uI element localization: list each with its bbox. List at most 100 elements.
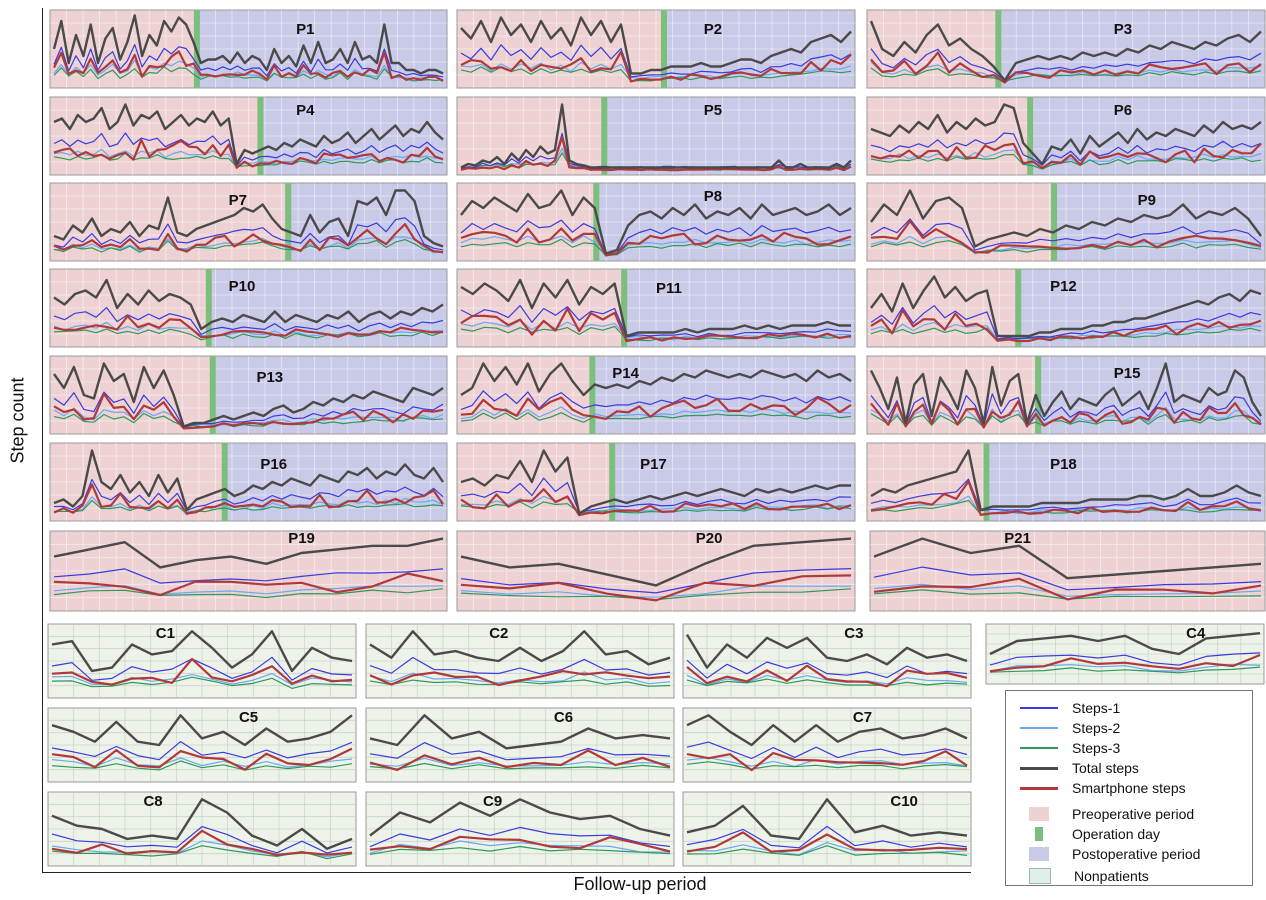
total-steps-line — [460, 16, 852, 75]
legend-swatch — [1020, 707, 1058, 709]
legend-item-smartphone: Smartphone steps — [1020, 779, 1186, 797]
smartphone-steps-line — [51, 657, 353, 686]
steps-1-line — [686, 741, 968, 760]
smartphone-steps-line — [460, 307, 852, 343]
steps-2-line — [460, 235, 852, 257]
steps-1-line — [870, 132, 1262, 166]
panel-p9: P9 — [866, 182, 1266, 262]
panel-p6: P6 — [866, 96, 1266, 176]
total-steps-line — [460, 362, 852, 397]
steps-1-line — [460, 390, 852, 410]
steps-1-line — [870, 478, 1262, 512]
smartphone-steps-line — [53, 572, 444, 597]
panel-label: P15 — [1114, 365, 1141, 382]
steps-2-line — [53, 496, 444, 516]
legend-swatch — [1020, 747, 1058, 749]
legend-item-steps1: Steps-1 — [1020, 699, 1120, 717]
legend-swatch — [1020, 766, 1058, 770]
steps-3-line — [369, 762, 671, 770]
total-steps-line — [873, 537, 1262, 580]
operation-day-band — [983, 443, 990, 521]
panel-label: P5 — [704, 102, 722, 119]
steps-1-line — [369, 741, 671, 761]
panel-grid — [366, 792, 674, 866]
panel-p14: P14 — [456, 355, 856, 435]
legend-item-steps3: Steps-3 — [1020, 739, 1120, 757]
steps-1-line — [53, 478, 444, 512]
total-steps-line — [53, 278, 444, 331]
panel-grid — [50, 269, 447, 347]
legend-label: Smartphone steps — [1072, 780, 1186, 796]
steps-3-line — [686, 761, 968, 770]
panel-c9: C9 — [365, 791, 675, 867]
panel-c10: C10 — [682, 791, 972, 867]
legend-item-postop: Postoperative period — [1020, 845, 1200, 863]
total-steps-line — [460, 537, 852, 587]
legend-item-preop: Preoperative period — [1020, 805, 1194, 823]
panel-grid — [48, 708, 356, 782]
panel-p11: P11 — [456, 268, 856, 348]
steps-1-line — [686, 825, 968, 849]
panel-label: P6 — [1114, 102, 1132, 119]
steps-1-line — [989, 652, 1261, 666]
panel-p1: P1 — [49, 9, 448, 89]
steps-3-line — [53, 152, 444, 168]
panel-c1: C1 — [47, 623, 357, 699]
smartphone-steps-line — [51, 747, 353, 771]
steps-3-line — [53, 66, 444, 82]
panel-label: C7 — [853, 709, 872, 726]
steps-1-line — [53, 132, 444, 167]
panel-label: P1 — [296, 21, 314, 38]
steps-1-line — [870, 48, 1262, 81]
legend-label: Operation day — [1072, 826, 1160, 842]
smartphone-steps-line — [870, 51, 1262, 84]
steps-3-line — [870, 413, 1262, 428]
panel-label: P19 — [288, 530, 315, 547]
total-steps-line — [686, 798, 968, 841]
smartphone-steps-line — [53, 223, 444, 254]
x-axis-label: Follow-up period — [573, 874, 707, 894]
smartphone-steps-line — [53, 392, 444, 430]
operation-day-band — [1027, 97, 1034, 175]
legend-item-operation: Operation day — [1020, 825, 1160, 843]
panel-label: P14 — [612, 365, 639, 382]
panel-c8: C8 — [47, 791, 357, 867]
steps-1-line — [369, 656, 671, 676]
steps-2-line — [870, 149, 1262, 169]
steps-3-line — [989, 666, 1261, 674]
steps-3-line — [460, 501, 852, 514]
panel-label: C10 — [890, 793, 918, 810]
operation-day-band — [1035, 356, 1042, 434]
steps-1-line — [870, 218, 1262, 251]
steps-1-line — [460, 477, 852, 514]
operation-day-band — [621, 269, 628, 347]
panel-c7: C7 — [682, 707, 972, 783]
legend-label: Steps-2 — [1072, 720, 1121, 736]
panel-p21: P21 — [869, 530, 1266, 612]
total-steps-line — [870, 189, 1262, 248]
panel-p13: P13 — [49, 355, 448, 435]
smartphone-steps-line — [870, 400, 1262, 429]
smartphone-steps-line — [460, 488, 852, 517]
panel-p16: P16 — [49, 442, 448, 522]
panel-label: C2 — [489, 625, 508, 642]
panel-p8: P8 — [456, 182, 856, 262]
panel-label: P11 — [656, 280, 682, 297]
smartphone-steps-line — [870, 309, 1262, 343]
panel-label: C8 — [143, 793, 162, 810]
smartphone-steps-line — [686, 664, 968, 688]
panel-p15: P15 — [866, 355, 1266, 435]
steps-1-line — [686, 659, 968, 679]
smartphone-steps-line — [53, 138, 444, 169]
steps-2-line — [51, 757, 353, 768]
legend-swatch — [1020, 727, 1058, 729]
steps-3-line — [870, 327, 1262, 342]
legend-swatch — [1035, 827, 1043, 841]
total-steps-line — [869, 20, 1262, 82]
operation-day-band — [995, 10, 1002, 88]
panel-p5: P5 — [456, 96, 856, 176]
total-steps-line — [51, 630, 353, 673]
smartphone-steps-line — [870, 480, 1262, 517]
steps-3-line — [870, 67, 1262, 82]
legend-swatch — [1029, 847, 1049, 861]
